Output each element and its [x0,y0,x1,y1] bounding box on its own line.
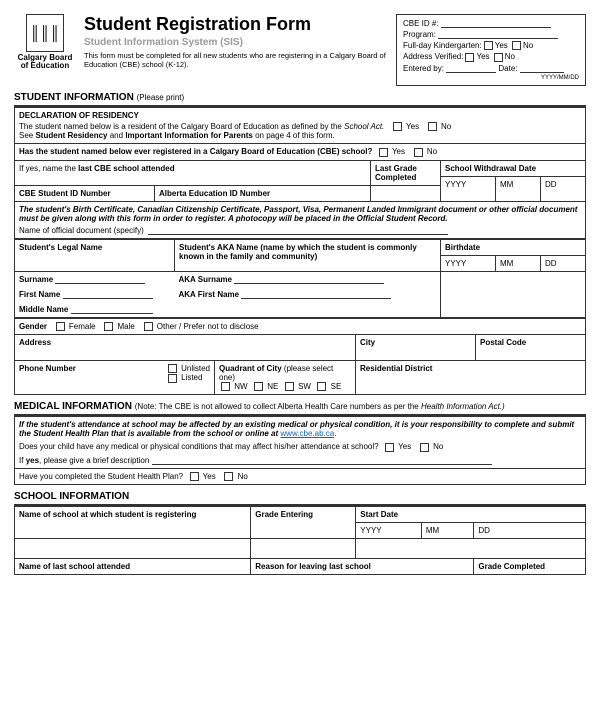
cbe-link[interactable]: www.cbe.ab.ca [280,429,334,438]
sdate-input[interactable] [356,539,586,559]
quad-ne-checkbox[interactable] [254,382,263,391]
school-info-hdr: SCHOOL INFORMATION [14,489,586,506]
gender-male-checkbox[interactable] [104,322,113,331]
cbeid-input[interactable] [441,27,551,28]
mname-label: Middle Name [19,305,68,314]
grent-input[interactable] [251,539,356,559]
med-q1: Does your child have any medical or phys… [19,442,379,451]
swd-label: School Withdrawal Date [445,164,536,173]
page-title: Student Registration Form [84,14,388,35]
logo-icon: ║║║ [26,14,64,52]
docname-input[interactable] [148,234,448,235]
addrver-no-checkbox[interactable] [494,53,503,62]
sdate-dd[interactable]: DD [474,523,586,539]
nschool-label: Name of school at which student is regis… [19,510,196,519]
aka-fname-label: AKA First Name [179,290,240,299]
resident-yes-checkbox[interactable] [393,122,402,131]
prev-yes-checkbox[interactable] [379,148,388,157]
swd-yyyy[interactable]: YYYY [441,176,496,201]
student-info-table: DECLARATION OF RESIDENCY The student nam… [14,107,586,239]
entered-input[interactable] [446,72,496,73]
med-q1-yes-checkbox[interactable] [385,443,394,452]
reason-label: Reason for leaving last school [255,562,371,571]
phone-listed-checkbox[interactable] [168,374,177,383]
page-desc: This form must be completed for all new … [84,51,388,69]
logo: ║║║ Calgary Board of Education [14,14,76,86]
med-q3-yes-checkbox[interactable] [190,472,199,481]
fdk-label: Full-day Kindergarten: [403,41,482,50]
date-format: YYYY/MM/DD [403,75,579,81]
gender-label: Gender [19,322,47,331]
bdate-yyyy[interactable]: YYYY [441,255,496,271]
lgc-label: Last Grade Completed [375,164,417,182]
bdate-label: Birthdate [445,243,480,252]
grent-label: Grade Entering [255,510,313,519]
cbesid-label: CBE Student ID Number [19,189,111,198]
quad-nw-checkbox[interactable] [221,382,230,391]
aka-surname-input[interactable] [234,283,384,284]
office-use-box: CBE ID #: Program: Full-day Kindergarten… [396,14,586,86]
entered-label: Entered by: [403,64,444,73]
sdate-label: Start Date [360,510,398,519]
legal-name-label: Student's Legal Name [19,243,102,252]
date-input[interactable] [520,72,564,73]
med-desc-input[interactable] [152,464,492,465]
med-q1-no-checkbox[interactable] [420,443,429,452]
bdate-dd[interactable]: DD [541,255,586,271]
bdate-fields[interactable] [441,271,586,317]
phone-unlisted-checkbox[interactable] [168,364,177,373]
addrver-yes-checkbox[interactable] [465,53,474,62]
medical-hdr: MEDICAL INFORMATION [14,401,132,412]
phone-label: Phone Number [19,364,76,373]
sdate-mm[interactable]: MM [421,523,474,539]
bdate-mm[interactable]: MM [496,255,541,271]
lgc-input[interactable] [371,185,441,201]
sdate-yyyy[interactable]: YYYY [356,523,422,539]
surname-input[interactable] [55,283,145,284]
org-name-2: of Education [14,62,76,70]
prev-reg-label: Has the student named below ever registe… [19,147,372,156]
quad-se-checkbox[interactable] [317,382,326,391]
addrver-label: Address Verified: [403,52,463,61]
aka-fname-input[interactable] [241,298,391,299]
postal-label: Postal Code [480,338,526,347]
fname-input[interactable] [63,298,153,299]
fdk-yes-checkbox[interactable] [484,41,493,50]
docs-text: The student's Birth Certificate, Canadia… [19,205,581,223]
student-info-hdr: STUDENT INFORMATION [14,92,134,103]
swd-mm[interactable]: MM [496,176,541,201]
aka-name-label: Student's AKA Name (name by which the st… [179,243,417,261]
surname-label: Surname [19,275,53,284]
date-label: Date: [498,64,517,73]
addr-label: Address [19,338,51,347]
program-input[interactable] [438,38,558,39]
decl-hdr: DECLARATION OF RESIDENCY [19,111,581,120]
prev-no-checkbox[interactable] [414,148,423,157]
med-q3-no-checkbox[interactable] [224,472,233,481]
med-q3: Have you completed the Student Health Pl… [19,472,183,481]
cbeid-label: CBE ID #: [403,19,439,28]
fdk-no-checkbox[interactable] [512,41,521,50]
gcomp-label: Grade Completed [478,562,545,571]
aka-surname-label: AKA Surname [179,275,233,284]
swd-dd[interactable]: DD [541,176,586,201]
nschool-input[interactable] [15,539,251,559]
quad-sw-checkbox[interactable] [285,382,294,391]
program-label: Program: [403,30,436,39]
page-subtitle: Student Information System (SIS) [84,37,388,48]
city-label: City [360,338,375,347]
gender-other-checkbox[interactable] [144,322,153,331]
gender-female-checkbox[interactable] [56,322,65,331]
mname-input[interactable] [71,313,153,314]
student-info-note: (Please print) [137,93,185,102]
resdist-label: Residential District [360,364,432,373]
resident-no-checkbox[interactable] [428,122,437,131]
quad-label: Quadrant of City [219,364,282,373]
fname-label: First Name [19,290,60,299]
lschool-label: Name of last school attended [19,562,130,571]
abed-label: Alberta Education ID Number [159,189,270,198]
